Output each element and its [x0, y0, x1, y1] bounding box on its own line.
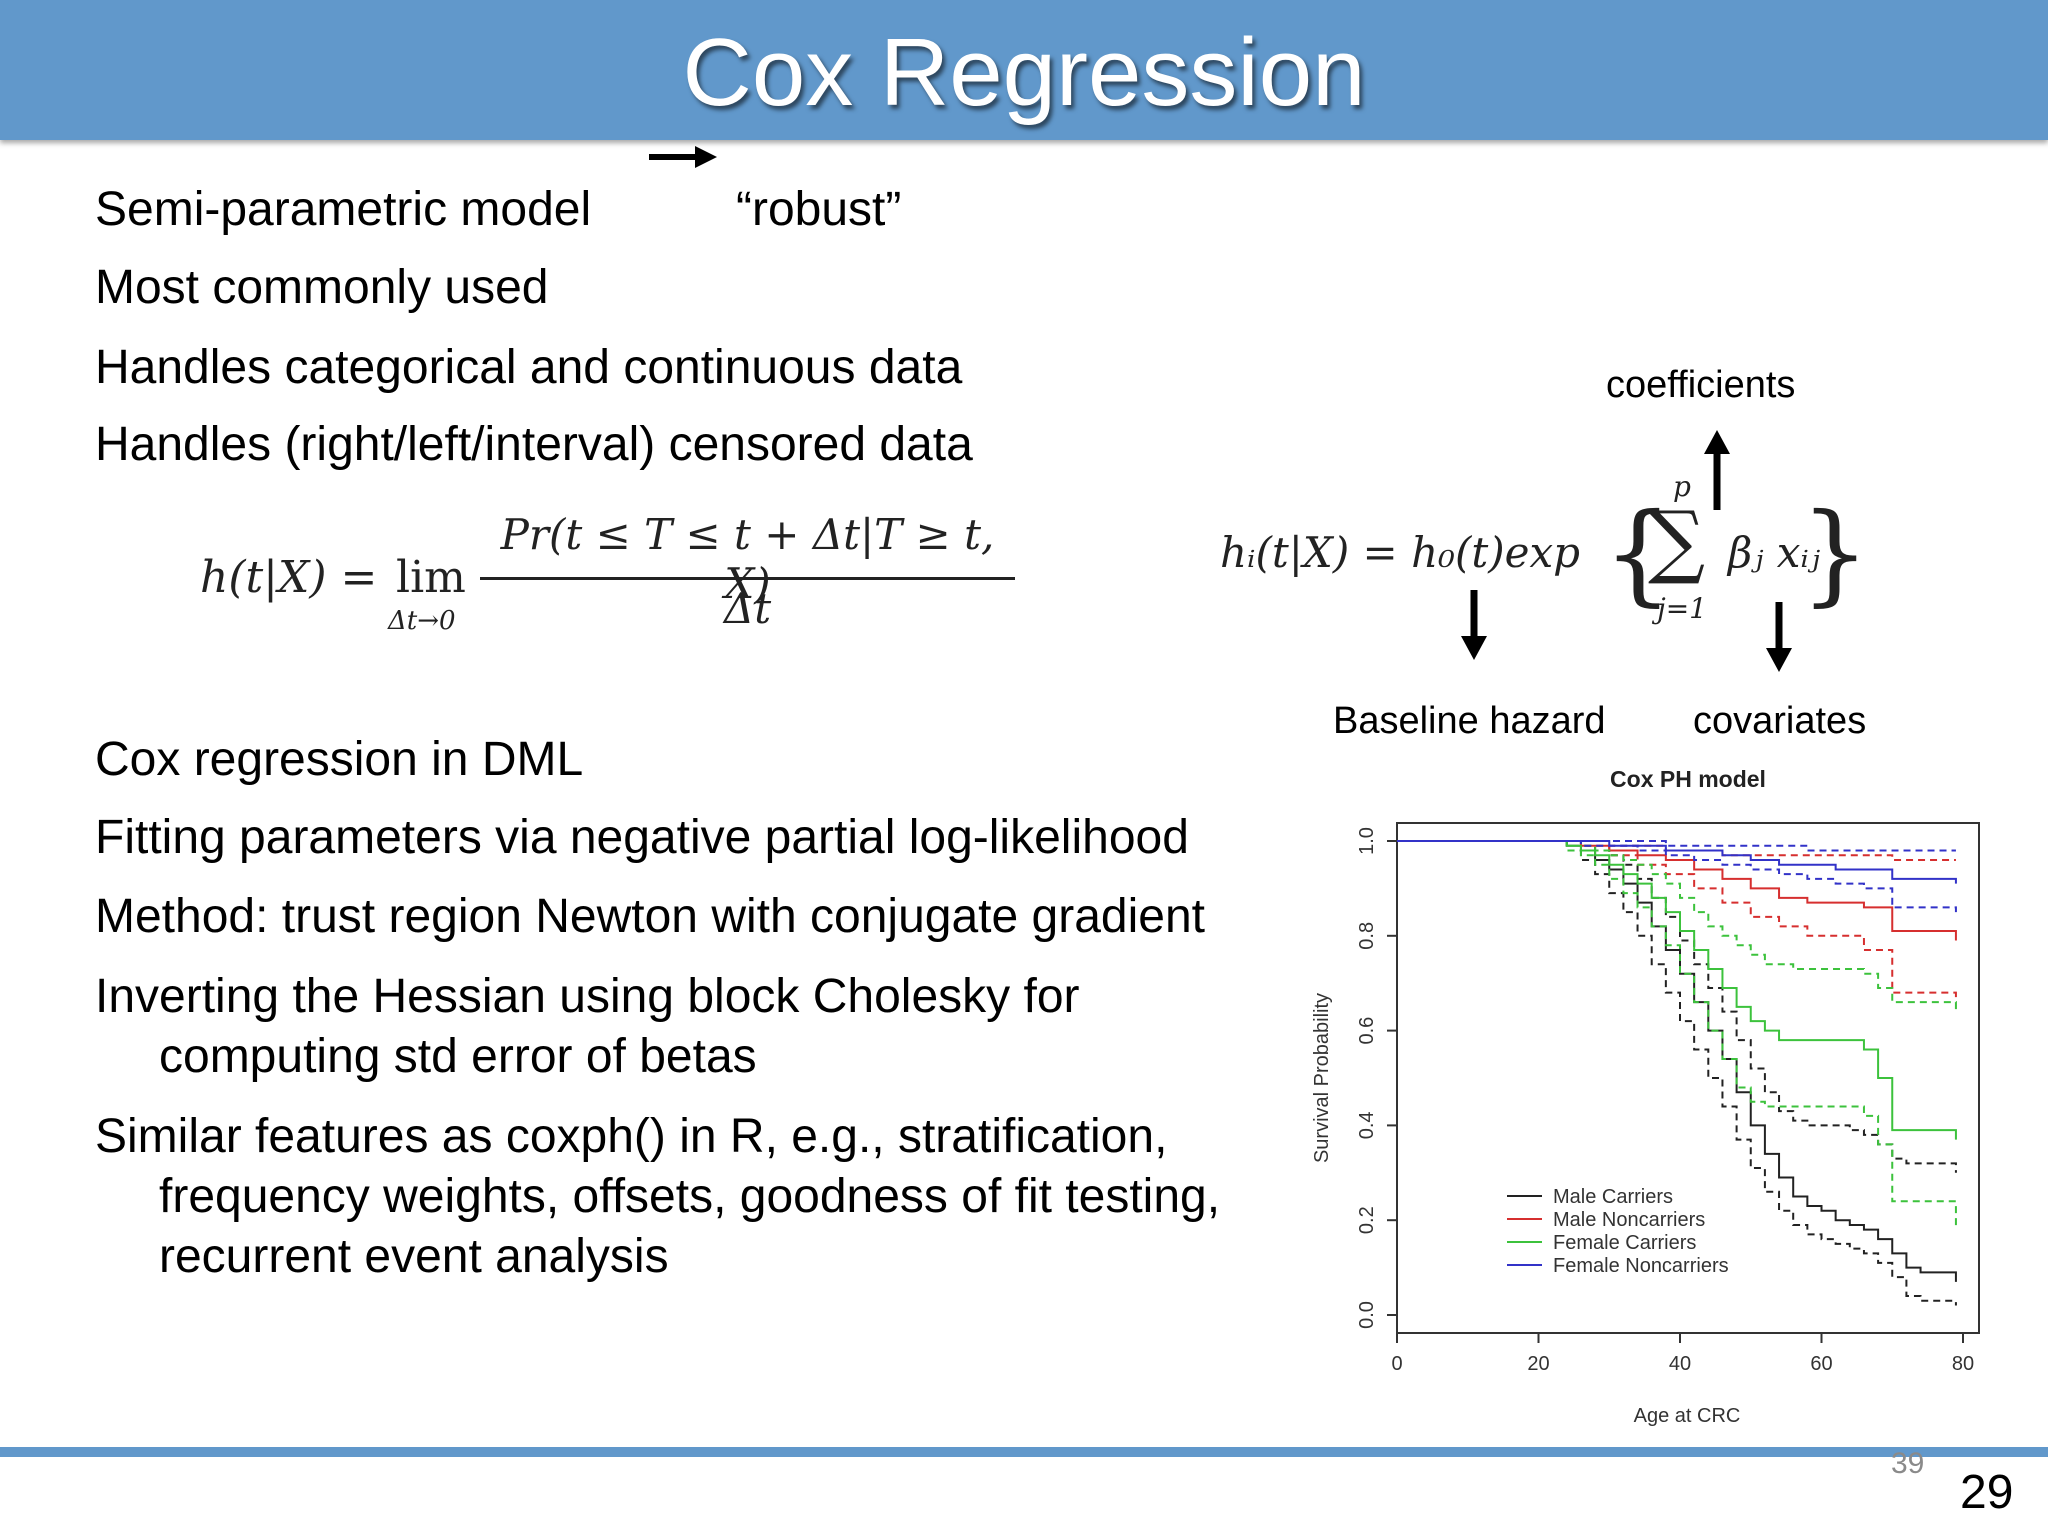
robust-label: “robust” — [736, 183, 902, 236]
y-axis-label: Survival Probability — [1311, 993, 1333, 1163]
baseline-hazard-label: Baseline hazard — [1333, 700, 1606, 742]
bullet-semi-parametric: Semi-parametric model — [95, 183, 592, 236]
fraction-bar — [480, 577, 1015, 580]
bullet-inverting-hessian: Inverting the Hessian using block Choles… — [95, 970, 1080, 1083]
series-line-2 — [1397, 840, 1957, 1306]
x-tick-label: 0 — [1391, 1353, 1402, 1375]
chart-title: Cox PH model — [1610, 766, 1766, 792]
hazard-numerator: Pr(t ≤ T ≤ t + Δt|T ≥ t, X) — [500, 510, 995, 608]
sum-lower-limit: j=1 — [1657, 592, 1707, 625]
hazard-lim: lim — [396, 552, 466, 603]
series-layer — [1397, 840, 1957, 1306]
right-arrow-icon — [649, 146, 717, 168]
series-line-7 — [1397, 840, 1957, 1140]
hazard-lim-subscript: Δt→0 — [388, 606, 456, 636]
series-line-11 — [1397, 840, 1957, 913]
cox-lhs: hᵢ(t|X) = h₀(t)exp — [1220, 528, 1581, 577]
bullet-categorical-continuous: Handles categorical and continuous data — [95, 341, 963, 394]
slide-header: Cox Regression — [0, 0, 2048, 140]
hazard-denominator: Δt — [723, 584, 772, 633]
y-tick-label: 0.4 — [1356, 1111, 1378, 1139]
x-tick-label: 80 — [1952, 1353, 1974, 1375]
series-line-8 — [1397, 840, 1957, 1230]
y-tick-label: 0.6 — [1356, 1017, 1378, 1045]
up-arrow-icon — [1704, 430, 1730, 510]
page-number: 29 — [1960, 1466, 2014, 1519]
x-tick-label: 60 — [1810, 1353, 1832, 1375]
coefficients-label: coefficients — [1606, 364, 1796, 406]
series-line-12 — [1397, 840, 1956, 852]
x-axis-label: Age at CRC — [1634, 1405, 1741, 1427]
hazard-formula: h(t|X) = lim Δt→0 Pr(t ≤ T ≤ t + Δt|T ≥ … — [200, 510, 1030, 640]
left-brace: { — [1603, 489, 1673, 617]
hazard-lhs: h(t|X) = — [200, 552, 378, 603]
right-brace: } — [1800, 489, 1870, 617]
bullet-similar-features: Similar features as coxph() in R, e.g., … — [95, 1110, 1221, 1283]
cox-formula: hᵢ(t|X) = h₀(t)exp { p ∑ j=1 βⱼ xᵢⱼ } — [1220, 470, 1870, 640]
bullet-most-commonly-used: Most commonly used — [95, 261, 549, 314]
y-tick-label: 1.0 — [1356, 827, 1378, 855]
x-tick-label: 20 — [1527, 1353, 1549, 1375]
down-arrow-baseline-icon — [1461, 590, 1487, 660]
legend-label: Male Carriers — [1553, 1186, 1673, 1208]
footer-line — [0, 1447, 2048, 1457]
series-line-9 — [1397, 840, 1957, 1012]
down-arrow-covariates-icon — [1766, 602, 1792, 672]
sum-upper-limit: p — [1673, 470, 1691, 503]
sum-sign: ∑ — [1648, 494, 1706, 587]
x-tick-label: 40 — [1669, 1353, 1691, 1375]
y-tick-label: 0.0 — [1356, 1301, 1378, 1329]
bullet-cox-in-dml: Cox regression in DML — [95, 733, 584, 786]
y-axis: 0.0 0.2 0.4 0.6 0.8 1.0 — [1356, 827, 1398, 1329]
bullet-censored-data: Handles (right/left/interval) censored d… — [95, 418, 973, 471]
x-axis: 0 20 40 60 80 — [1391, 1332, 1974, 1375]
covariates-label: covariates — [1693, 700, 1867, 742]
series-line-3 — [1397, 840, 1957, 1173]
y-tick-label: 0.2 — [1356, 1206, 1378, 1234]
legend-label: Female Noncarriers — [1553, 1255, 1729, 1277]
series-line-10 — [1397, 840, 1957, 884]
series-line-1 — [1397, 840, 1957, 1282]
series-line-5 — [1397, 840, 1957, 1003]
bullet-fitting-parameters: Fitting parameters via negative partial … — [95, 811, 1189, 864]
bullet-method: Method: trust region Newton with conjuga… — [95, 890, 1205, 943]
legend-label: Male Noncarriers — [1553, 1209, 1705, 1231]
y-tick-label: 0.8 — [1356, 922, 1378, 950]
legend-label: Female Carriers — [1553, 1232, 1696, 1254]
page-number-small: 39 — [1891, 1447, 1925, 1480]
slide-title: Cox Regression — [682, 19, 1366, 126]
cox-terms: βⱼ xᵢⱼ — [1728, 528, 1820, 577]
